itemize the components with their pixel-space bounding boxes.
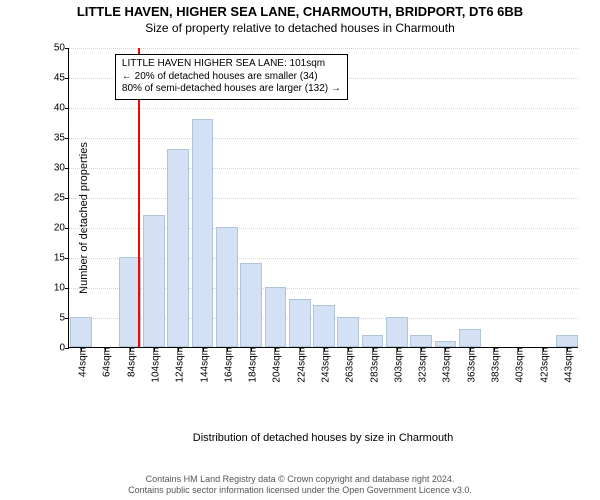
histogram-bar — [265, 287, 287, 347]
y-tick-label: 45 — [54, 73, 69, 84]
gridline — [69, 108, 578, 109]
y-tick-label: 30 — [54, 163, 69, 174]
y-tick-label: 15 — [54, 253, 69, 264]
gridline — [69, 198, 578, 199]
x-tick-label: 184sqm — [244, 347, 259, 383]
x-tick-label: 423sqm — [535, 347, 550, 383]
gridline — [69, 138, 578, 139]
y-tick-label: 40 — [54, 103, 69, 114]
footer-line-2: Contains public sector information licen… — [0, 485, 600, 496]
x-tick-label: 224sqm — [292, 347, 307, 383]
x-tick-label: 144sqm — [195, 347, 210, 383]
x-tick-label: 303sqm — [389, 347, 404, 383]
x-tick-label: 263sqm — [341, 347, 356, 383]
footer-attribution: Contains HM Land Registry data © Crown c… — [0, 474, 600, 497]
histogram-bar — [143, 215, 165, 347]
page-title: LITTLE HAVEN, HIGHER SEA LANE, CHARMOUTH… — [0, 4, 600, 19]
title-block: LITTLE HAVEN, HIGHER SEA LANE, CHARMOUTH… — [0, 0, 600, 35]
histogram-bar — [192, 119, 214, 347]
x-tick-label: 383sqm — [487, 347, 502, 383]
histogram-bar — [167, 149, 189, 347]
histogram-bar — [240, 263, 262, 347]
x-tick-label: 64sqm — [98, 347, 113, 377]
x-tick-label: 323sqm — [414, 347, 429, 383]
gridline — [69, 168, 578, 169]
footer-line-1: Contains HM Land Registry data © Crown c… — [0, 474, 600, 485]
y-tick-label: 35 — [54, 133, 69, 144]
x-tick-label: 343sqm — [438, 347, 453, 383]
y-tick-label: 20 — [54, 223, 69, 234]
annotation-line: 80% of semi-detached houses are larger (… — [122, 83, 341, 96]
histogram-bar — [362, 335, 384, 347]
x-tick-label: 283sqm — [365, 347, 380, 383]
x-tick-label: 403sqm — [511, 347, 526, 383]
y-tick-label: 25 — [54, 193, 69, 204]
histogram-bar — [556, 335, 578, 347]
histogram-bar — [386, 317, 408, 347]
histogram-bar — [459, 329, 481, 347]
annotation-box: LITTLE HAVEN HIGHER SEA LANE: 101sqm← 20… — [115, 54, 348, 100]
y-tick-label: 50 — [54, 43, 69, 54]
x-tick-label: 124sqm — [171, 347, 186, 383]
x-tick-label: 104sqm — [147, 347, 162, 383]
y-tick-label: 5 — [59, 313, 69, 324]
histogram-bar — [70, 317, 92, 347]
x-axis-label: Distribution of detached houses by size … — [193, 432, 453, 444]
y-tick-label: 10 — [54, 283, 69, 294]
x-tick-label: 44sqm — [74, 347, 89, 377]
chart-container: Number of detached properties 0510152025… — [48, 48, 578, 388]
x-tick-label: 204sqm — [268, 347, 283, 383]
x-tick-label: 443sqm — [559, 347, 574, 383]
x-tick-label: 164sqm — [219, 347, 234, 383]
annotation-line: ← 20% of detached houses are smaller (34… — [122, 71, 341, 84]
histogram-bar — [216, 227, 238, 347]
histogram-bar — [313, 305, 335, 347]
y-tick-label: 0 — [59, 343, 69, 354]
page-subtitle: Size of property relative to detached ho… — [0, 21, 600, 35]
histogram-bar — [410, 335, 432, 347]
x-tick-label: 363sqm — [462, 347, 477, 383]
plot-area: 0510152025303540455044sqm64sqm84sqm104sq… — [68, 48, 578, 348]
histogram-bar — [337, 317, 359, 347]
x-tick-label: 243sqm — [317, 347, 332, 383]
histogram-bar — [289, 299, 311, 347]
annotation-line: LITTLE HAVEN HIGHER SEA LANE: 101sqm — [122, 58, 341, 71]
gridline — [69, 48, 578, 49]
x-tick-label: 84sqm — [122, 347, 137, 377]
